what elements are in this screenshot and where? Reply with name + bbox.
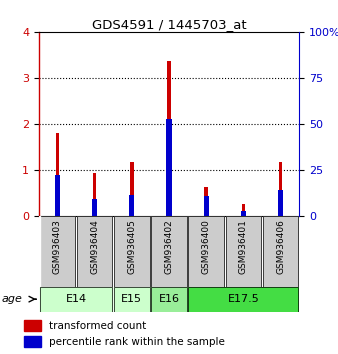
Text: E17.5: E17.5 bbox=[227, 294, 259, 304]
Bar bbox=[114, 287, 150, 312]
Bar bbox=[151, 216, 187, 287]
Bar bbox=[188, 216, 224, 287]
Bar bbox=[39, 216, 40, 287]
Bar bbox=[166, 119, 172, 216]
Bar bbox=[242, 205, 245, 216]
Bar bbox=[40, 287, 113, 312]
Bar bbox=[114, 287, 150, 312]
Text: GSM936404: GSM936404 bbox=[90, 219, 99, 274]
Bar bbox=[263, 216, 298, 287]
Bar bbox=[151, 216, 187, 287]
Bar bbox=[188, 287, 298, 312]
Bar bbox=[263, 216, 298, 287]
Text: E14: E14 bbox=[66, 294, 87, 304]
Bar bbox=[188, 287, 298, 312]
Text: GSM936405: GSM936405 bbox=[127, 219, 136, 274]
Text: GSM936401: GSM936401 bbox=[239, 219, 248, 274]
Bar bbox=[241, 211, 246, 216]
Bar bbox=[77, 216, 113, 287]
Bar bbox=[167, 61, 171, 216]
Text: E16: E16 bbox=[159, 294, 179, 304]
Bar bbox=[93, 173, 96, 216]
Bar bbox=[92, 199, 97, 216]
Text: E15: E15 bbox=[121, 294, 142, 304]
Bar bbox=[24, 320, 41, 331]
Text: GSM936406: GSM936406 bbox=[276, 219, 285, 274]
Bar bbox=[77, 216, 113, 287]
Text: GSM936403: GSM936403 bbox=[53, 219, 62, 274]
Bar bbox=[56, 133, 59, 216]
Bar bbox=[279, 162, 282, 216]
Bar bbox=[40, 216, 75, 287]
Text: GSM936402: GSM936402 bbox=[165, 219, 173, 274]
Bar bbox=[114, 216, 150, 287]
Text: GSM936400: GSM936400 bbox=[202, 219, 211, 274]
Bar bbox=[55, 176, 60, 216]
Text: transformed count: transformed count bbox=[49, 321, 146, 331]
Bar bbox=[114, 216, 150, 287]
Bar bbox=[225, 216, 261, 287]
Bar bbox=[225, 216, 261, 287]
Bar bbox=[129, 195, 135, 216]
Text: percentile rank within the sample: percentile rank within the sample bbox=[49, 337, 225, 347]
Bar bbox=[40, 216, 75, 287]
Bar bbox=[40, 287, 113, 312]
Bar bbox=[24, 336, 41, 347]
Bar bbox=[130, 162, 134, 216]
Bar bbox=[188, 216, 224, 287]
Bar bbox=[204, 187, 208, 216]
Bar bbox=[151, 287, 187, 312]
Title: GDS4591 / 1445703_at: GDS4591 / 1445703_at bbox=[92, 18, 246, 31]
Bar bbox=[278, 190, 283, 216]
Bar bbox=[151, 287, 187, 312]
Bar bbox=[203, 196, 209, 216]
Text: age: age bbox=[2, 294, 23, 304]
